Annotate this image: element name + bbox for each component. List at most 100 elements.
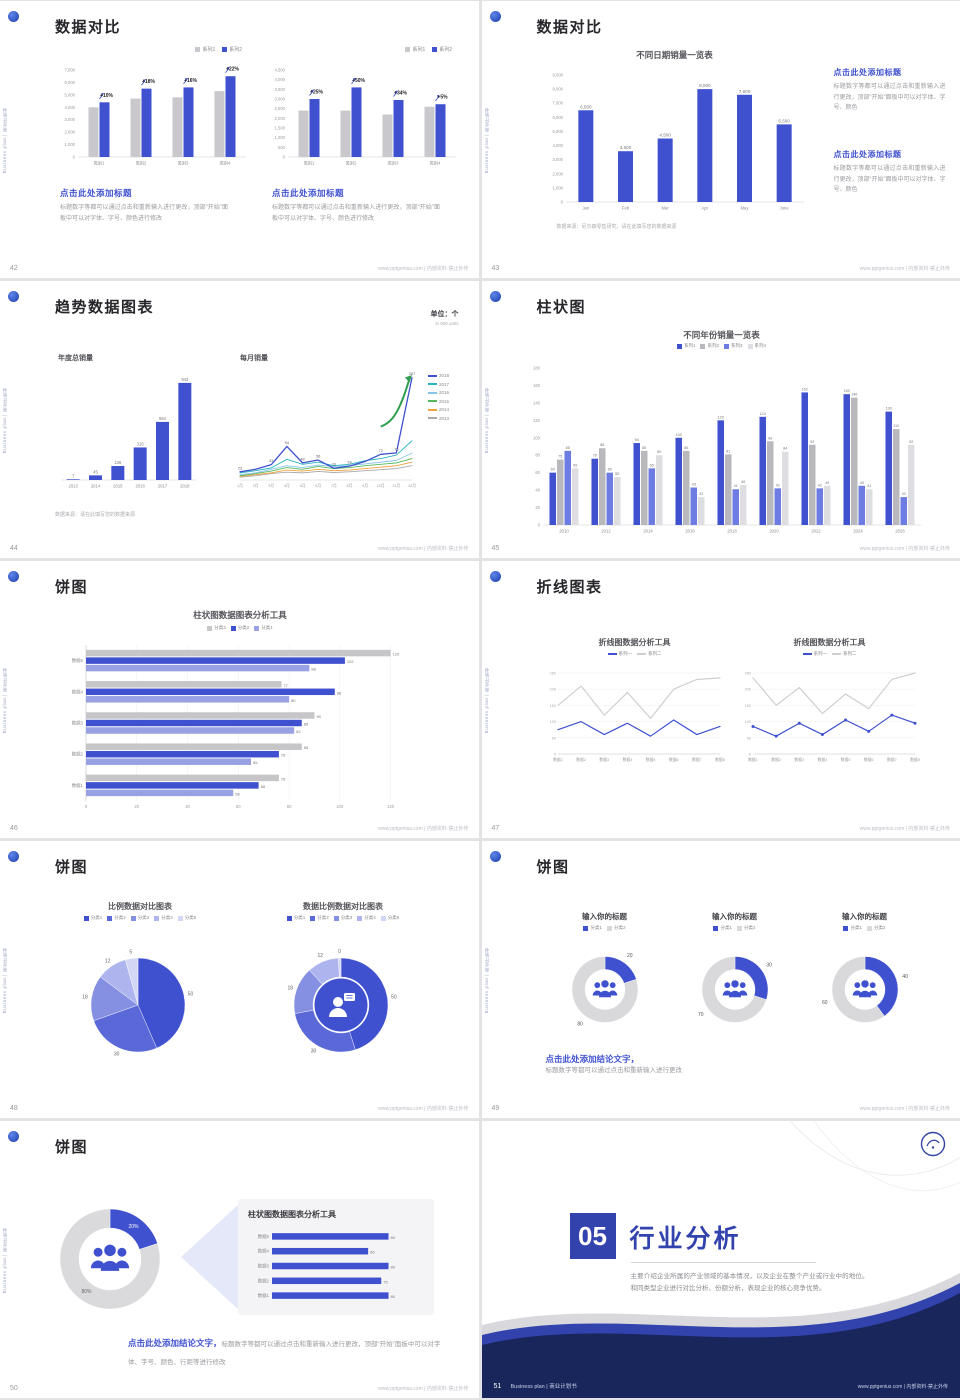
- slide-42: Business plan | 商业计划书 数据对比 系列1 系列2 系列1 系列2…: [0, 1, 479, 278]
- svg-text:2018: 2018: [727, 529, 737, 534]
- svg-text:+22%: +22%: [226, 67, 239, 73]
- svg-text:120: 120: [387, 804, 395, 809]
- chart-title: 折线图数据分析工具: [598, 638, 671, 647]
- svg-text:类别3: 类别3: [178, 160, 189, 167]
- footer-watermark: www.pptgenius.com | 内部资料·禁止外传: [378, 546, 469, 552]
- svg-text:2,000: 2,000: [275, 116, 286, 121]
- svg-text:96: 96: [768, 436, 772, 440]
- brand-logo-icon: [489, 11, 501, 22]
- slide-title: 数据对比: [55, 19, 122, 36]
- conclusion-body: 标题数字等都可以通过点击和重新输入进行更改: [545, 1067, 683, 1074]
- conclusion-heading: 点击此处添加结论文字，: [128, 1338, 222, 1348]
- side-watermark: Business plan | 商业计划书: [2, 106, 7, 173]
- svg-text:+16%: +16%: [184, 78, 197, 84]
- svg-text:2012: 2012: [601, 529, 611, 534]
- svg-text:80: 80: [287, 804, 292, 809]
- brand-logo-icon: [8, 1131, 19, 1142]
- brand-logo-icon: [8, 851, 19, 862]
- chart-title: 不同日期销量一览表: [636, 50, 713, 60]
- svg-text:70: 70: [698, 1012, 704, 1018]
- svg-text:150: 150: [843, 389, 849, 393]
- divider-background-graphic: [481, 1121, 960, 1398]
- svg-text:0: 0: [283, 155, 286, 160]
- svg-text:5月: 5月: [300, 483, 306, 488]
- svg-text:9,000: 9,000: [552, 73, 563, 78]
- svg-text:0: 0: [338, 949, 341, 955]
- chart-title: 年度总销量: [58, 355, 93, 362]
- page-number: 49: [491, 1105, 500, 1112]
- svg-text:3月: 3月: [268, 483, 274, 488]
- svg-text:75: 75: [383, 1279, 388, 1284]
- svg-text:数据2: 数据2: [576, 757, 586, 762]
- svg-text:50: 50: [391, 994, 397, 1000]
- svg-text:65: 65: [573, 463, 577, 467]
- svg-text:94: 94: [634, 438, 638, 442]
- svg-text:60: 60: [607, 468, 611, 472]
- svg-text:130: 130: [885, 407, 891, 411]
- svg-text:1,000: 1,000: [552, 185, 563, 190]
- slide-48: Business plan | 商业计划书 饼图 比例数据对比图表 分类1 分类2…: [0, 841, 479, 1118]
- chart-title: 不同年份销量一览表: [683, 330, 760, 340]
- svg-text:55: 55: [615, 472, 619, 476]
- svg-text:72: 72: [379, 448, 383, 453]
- svg-text:10月: 10月: [377, 483, 385, 488]
- svg-text:2010: 2010: [559, 529, 569, 534]
- conclusion-heading: 点击此处添加结论文字，: [545, 1054, 640, 1064]
- svg-text:11月: 11月: [392, 483, 400, 488]
- svg-text:30: 30: [114, 1052, 120, 1058]
- svg-text:+25%: +25%: [310, 90, 323, 96]
- svg-text:80: 80: [291, 698, 296, 703]
- svg-text:20%: 20%: [129, 1224, 140, 1230]
- svg-text:5,500: 5,500: [778, 118, 790, 123]
- svg-text:6,000: 6,000: [65, 80, 76, 85]
- svg-text:2014: 2014: [91, 484, 101, 489]
- svg-text:98: 98: [337, 690, 342, 695]
- svg-text:7,000: 7,000: [65, 68, 76, 73]
- page-number: 47: [491, 825, 500, 832]
- divider-line: [630, 1262, 816, 1263]
- chart-legend: 系列1 系列2 系列3 系列4: [522, 343, 922, 349]
- svg-text:类别2: 类别2: [346, 160, 357, 167]
- svg-text:68: 68: [261, 784, 266, 789]
- svg-text:9月: 9月: [362, 483, 368, 488]
- slide-title: 饼图: [55, 1139, 89, 1156]
- svg-text:66: 66: [370, 1250, 375, 1255]
- svg-text:85: 85: [304, 745, 309, 750]
- slide-45: Business plan | 商业计划书 柱状图 不同年份销量一览表 系列1 系…: [481, 281, 960, 558]
- slide-43: Business plan | 商业计划书 数据对比 不同日期销量一览表 0 1,…: [481, 1, 960, 278]
- svg-text:June: June: [779, 206, 789, 211]
- svg-text:94: 94: [285, 440, 290, 445]
- section-description: 主要介绍企业所属的产业领域的基本情况，以及企业在整个产业或行业中的地位。和同类型…: [630, 1273, 869, 1293]
- svg-text:5,000: 5,000: [552, 129, 563, 134]
- svg-text:85: 85: [304, 721, 309, 726]
- chart-title: 每月销量: [240, 355, 268, 362]
- unit-label-block: 单位：个 in 900 units: [431, 309, 459, 326]
- svg-text:43: 43: [269, 458, 273, 463]
- caption-heading: 点击此处添加标题: [833, 150, 902, 159]
- svg-text:80: 80: [657, 450, 661, 454]
- slide-49: Business plan | 商业计划书 饼图 输入你的标题 分类1 分类2 2…: [481, 841, 960, 1118]
- donut-group: 输入你的标题: [810, 911, 920, 922]
- svg-text:+5%: +5%: [437, 95, 448, 101]
- svg-text:类别4: 类别4: [220, 160, 231, 167]
- svg-text:85: 85: [565, 446, 569, 450]
- svg-text:88: 88: [600, 443, 604, 447]
- caption-body: 标题数字等都可以通过点击和重新输入进行更改，顶部“开始”面板中可以对字体、字号、…: [60, 205, 228, 222]
- data-source-note: 数据来源：请在此填写您的数据来源: [55, 512, 136, 518]
- svg-text:140: 140: [533, 400, 541, 405]
- svg-text:3,600: 3,600: [619, 145, 631, 150]
- svg-text:32: 32: [699, 492, 703, 496]
- svg-text:58: 58: [235, 791, 240, 796]
- svg-text:80: 80: [391, 1235, 396, 1240]
- donut-chart: 50 30 18 12 0: [287, 949, 397, 1055]
- side-watermark: Business plan | 商业计划书: [483, 666, 489, 733]
- footer-watermark: www.pptgenius.com | 内部资料·禁止外传: [378, 826, 469, 832]
- chart-title: 比例数据对比图表: [108, 902, 172, 911]
- svg-text:42: 42: [817, 483, 821, 487]
- svg-text:5,000: 5,000: [65, 92, 76, 97]
- svg-text:0: 0: [553, 753, 555, 757]
- chart-title: 输入你的标题: [842, 912, 887, 921]
- svg-text:39: 39: [347, 460, 351, 465]
- svg-text:4,500: 4,500: [275, 68, 286, 73]
- side-watermark: Business plan | 商业计划书: [2, 1226, 7, 1293]
